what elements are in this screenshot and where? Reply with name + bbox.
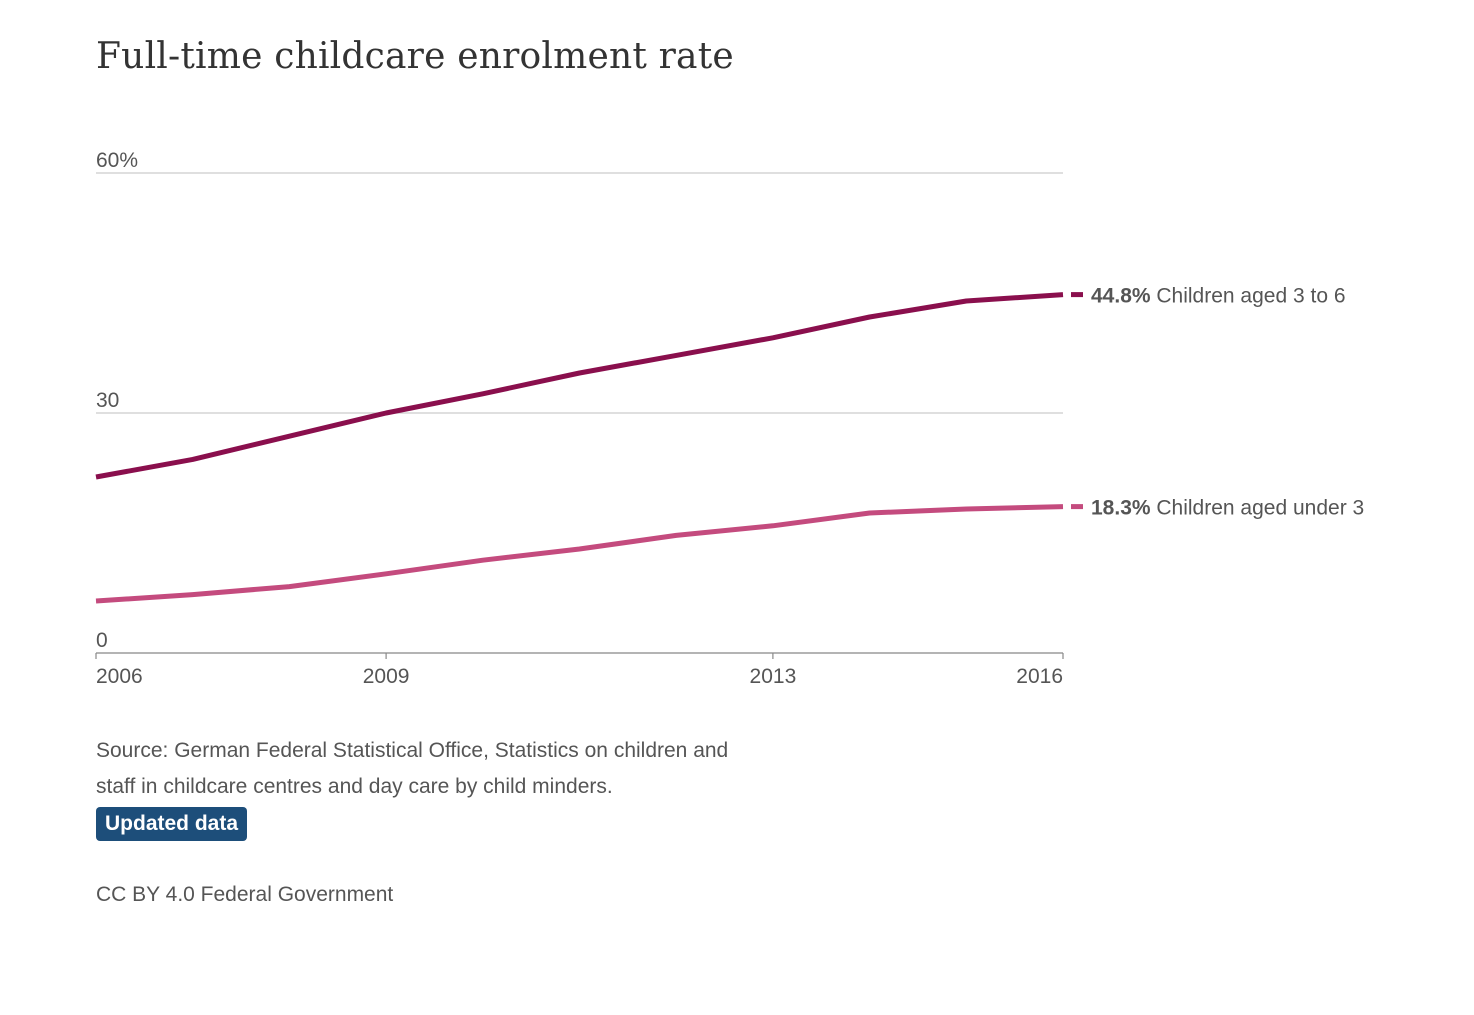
series-line-children-aged-3-to-6 <box>95 292 1064 480</box>
y-axis-ticks: 0 30 60% <box>96 149 138 652</box>
chart-footer: Source: German Federal Statistical Offic… <box>96 733 736 907</box>
series-lines <box>95 292 1064 604</box>
license-note: CC BY 4.0 Federal Government <box>96 883 394 906</box>
series-name: Children aged 3 to 6 <box>1151 285 1346 308</box>
x-axis: 2006 2009 2013 2016 <box>95 652 1064 688</box>
series-end-label-children-aged-3-to-6: 44.8% Children aged 3 to 6 <box>1091 285 1346 308</box>
y-tick-label: 60% <box>96 149 138 172</box>
y-tick-label: 0 <box>96 629 108 652</box>
series-end-value: 44.8% <box>1091 285 1151 308</box>
x-tick-label: 2016 <box>1016 665 1063 688</box>
x-tick-label: 2006 <box>96 665 143 688</box>
y-tick-label: 30 <box>96 389 119 412</box>
chart-title: Full-time childcare enrolment rate <box>96 36 734 77</box>
series-end-labels: 44.8% Children aged 3 to 6 18.3% Children… <box>1071 285 1364 520</box>
series-end-label-children-aged-under-3: 18.3% Children aged under 3 <box>1091 497 1364 520</box>
series-name: Children aged under 3 <box>1151 497 1365 520</box>
x-tick-label: 2009 <box>363 665 410 688</box>
series-end-value: 18.3% <box>1091 497 1151 520</box>
updated-data-button[interactable]: Updated data <box>96 807 248 841</box>
x-tick-label: 2013 <box>750 665 797 688</box>
line-chart: 0 30 60% 2006 2009 2013 2016 44.8% Children a… <box>95 149 1364 688</box>
gridlines <box>96 172 1063 414</box>
source-note: Source: German Federal Statistical Offic… <box>96 739 729 798</box>
series-line-children-aged-under-3 <box>95 504 1064 604</box>
